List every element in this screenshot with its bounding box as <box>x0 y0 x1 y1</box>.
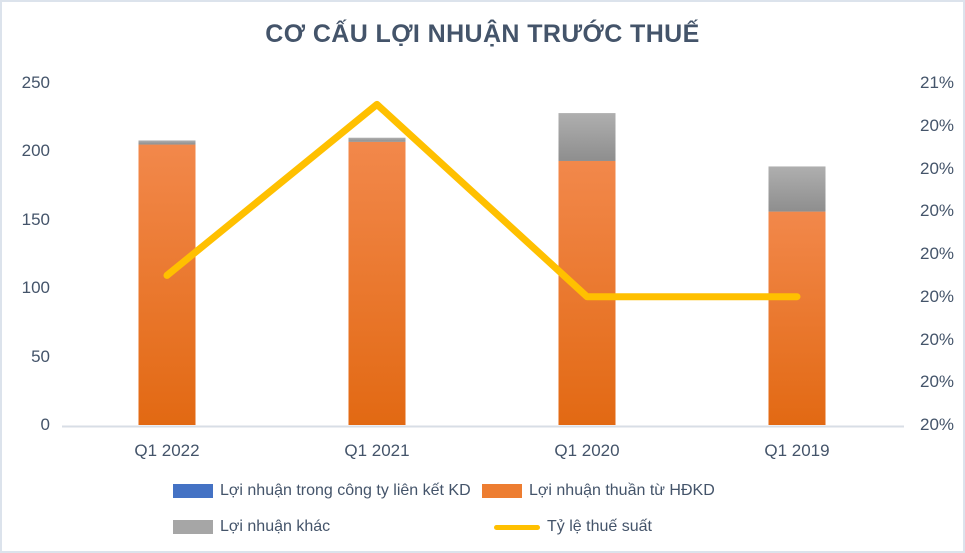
y-axis-left-tick-label: 250 <box>21 73 50 92</box>
y-axis-left-tick-label: 150 <box>21 209 50 229</box>
bar-segment[interactable] <box>138 140 196 145</box>
bar-segment[interactable] <box>348 141 406 425</box>
x-axis: Q1 2022 Q1 2021 Q1 2020 Q1 2019 <box>2 440 963 464</box>
y-axis-left-tick-label: 100 <box>21 278 50 298</box>
y-axis-right: 21% 20% 20% 20% 20% 20% 20% 20% 20% <box>920 2 963 551</box>
legend-label: Lợi nhuận thuần từ HĐKD <box>529 482 715 499</box>
x-axis-category-label: Q1 2022 <box>134 441 200 460</box>
y-axis-right-tick-label: 20% <box>920 158 955 178</box>
chart-title: CƠ CẤU LỢI NHUẬN TRƯỚC THUẾ <box>265 20 700 48</box>
y-axis-right-tick-label: 20% <box>920 329 955 349</box>
x-axis-category-label: Q1 2019 <box>764 441 830 460</box>
legend-swatch-orange <box>482 484 522 498</box>
legend-item-tax-rate[interactable]: Tỷ lệ thuế suất <box>494 518 652 536</box>
y-axis-left: 250 200 150 100 50 0 <box>2 2 50 551</box>
bar-segment[interactable] <box>558 113 616 161</box>
legend-item-operating-profit[interactable]: Lợi nhuận thuần từ HĐKD <box>482 482 715 500</box>
y-axis-right-tick-label: 20% <box>920 415 955 434</box>
legend-swatch-gray <box>173 520 213 534</box>
legend-line-marker-yellow <box>494 524 540 530</box>
y-axis-left-tick-label: 200 <box>21 141 50 161</box>
y-axis-right-tick-label: 20% <box>920 286 955 306</box>
y-axis-left-tick-label: 0 <box>40 415 50 434</box>
y-axis-right-tick-label: 20% <box>920 244 955 263</box>
y-axis-right-tick-label: 20% <box>920 372 955 392</box>
y-axis-right-tick-label: 20% <box>920 201 955 221</box>
legend-label: Lợi nhuận trong công ty liên kết KD <box>220 482 471 499</box>
bar-segment[interactable] <box>138 144 196 425</box>
bar-segment[interactable] <box>768 211 826 425</box>
bar-segment[interactable] <box>768 166 826 212</box>
x-axis-category-label: Q1 2020 <box>554 441 620 460</box>
legend-label: Tỷ lệ thuế suất <box>547 518 652 535</box>
x-axis-category-label: Q1 2021 <box>344 441 410 460</box>
bar-segment[interactable] <box>348 137 406 142</box>
legend-swatch-blue <box>173 484 213 498</box>
y-axis-left-tick-label: 50 <box>31 346 50 366</box>
legend-item-associate-profit[interactable]: Lợi nhuận trong công ty liên kết KD <box>173 482 471 500</box>
y-axis-right-tick-label: 21% <box>920 73 955 92</box>
y-axis-right-tick-label: 20% <box>920 115 955 135</box>
legend-item-other-profit[interactable]: Lợi nhuận khác <box>173 518 330 536</box>
legend-label: Lợi nhuận khác <box>220 518 331 535</box>
tax-rate-line[interactable] <box>163 100 801 301</box>
